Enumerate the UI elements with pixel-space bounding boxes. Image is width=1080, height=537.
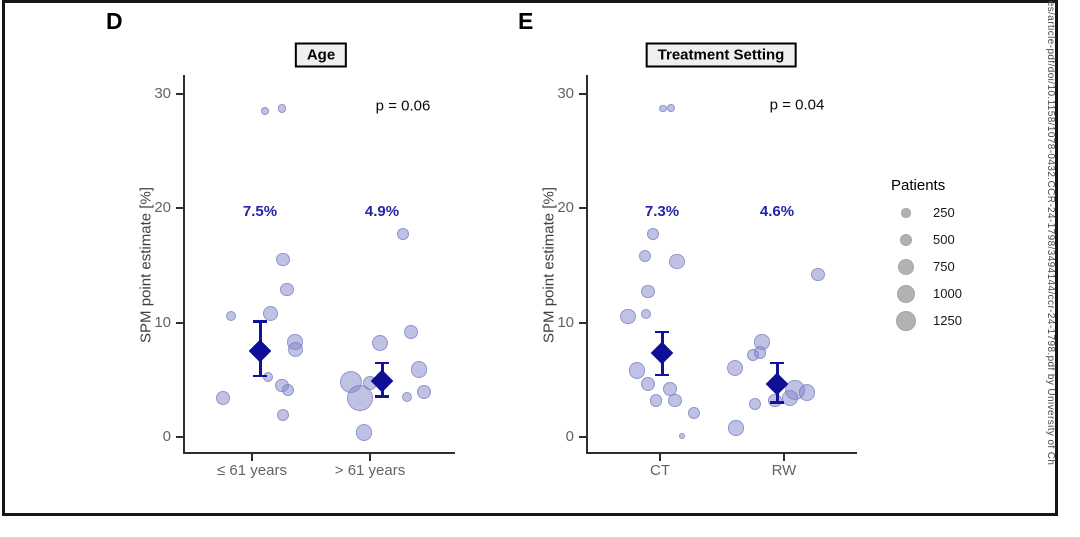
data-point: [396, 228, 409, 241]
data-point: [667, 104, 675, 113]
data-point: [280, 282, 294, 297]
y-tick-label: 0: [565, 428, 574, 445]
data-point: [649, 394, 663, 407]
data-point: [417, 385, 431, 400]
data-point: [640, 309, 651, 320]
data-point: [347, 385, 373, 412]
error-bar-cap-top: [375, 361, 389, 365]
data-point: [668, 393, 682, 408]
data-point: [646, 228, 659, 241]
data-point: [628, 362, 646, 380]
y-tick-mark: [579, 207, 586, 209]
x-tick-mark: [369, 454, 371, 461]
x-category-label: > 61 years: [334, 462, 406, 479]
y-tick-mark: [579, 436, 586, 438]
y-tick-label: 0: [162, 428, 171, 445]
legend-size-label: 1250: [933, 313, 962, 328]
p-value-age: p = 0.06: [375, 97, 431, 115]
x-tick-mark: [659, 454, 661, 461]
legend-size-circle: [901, 208, 911, 218]
data-point: [746, 348, 759, 361]
legend-title: Patients: [891, 177, 946, 194]
y-tick-label: 10: [557, 313, 574, 331]
data-point: [281, 383, 295, 397]
data-point: [372, 335, 388, 352]
error-bar-cap-top: [253, 320, 267, 323]
group-mean-label: 7.3%: [644, 203, 680, 220]
legend-size-circle: [899, 233, 913, 247]
y-tick-mark: [176, 207, 183, 209]
data-point: [276, 409, 289, 422]
error-bar-cap-bottom: [770, 401, 784, 404]
data-point: [687, 406, 701, 420]
data-point: [355, 423, 373, 441]
data-point: [659, 104, 667, 113]
y-tick-mark: [579, 92, 586, 95]
data-point: [620, 309, 636, 325]
x-category-label: RW: [771, 462, 797, 479]
y-tick-mark: [579, 321, 586, 324]
error-bar-cap-bottom: [655, 373, 669, 377]
data-point: [641, 284, 655, 299]
y-tick-label: 30: [557, 84, 574, 102]
data-point: [262, 372, 273, 383]
data-point: [798, 383, 816, 401]
data-point: [263, 305, 279, 321]
x-axis-line: [183, 452, 455, 454]
x-category-label: CT: [650, 462, 670, 479]
data-point: [401, 391, 412, 402]
data-point: [225, 310, 236, 321]
data-point: [727, 360, 743, 377]
data-point: [410, 360, 428, 378]
y-tick-mark: [176, 92, 183, 95]
x-category-label: ≤ 61 years: [217, 462, 287, 479]
error-bar-cap-top: [655, 330, 669, 334]
legend-size-label: 250: [933, 205, 955, 220]
error-bar-cap-bottom: [253, 374, 267, 378]
y-axis-line: [586, 75, 588, 454]
legend-size-label: 1000: [933, 286, 962, 301]
pdf-watermark-text: res/article-pdf/doi/10.1158/1078-0432.CC…: [1045, 0, 1056, 466]
data-point: [641, 377, 655, 392]
error-bar-cap-top: [770, 361, 784, 365]
group-mean-label: 4.6%: [759, 203, 795, 220]
panel-letter-d: D: [106, 8, 123, 34]
data-point: [288, 342, 304, 358]
y-tick-label: 20: [557, 199, 574, 216]
data-point: [782, 390, 798, 407]
data-point: [678, 432, 686, 439]
legend-size-circle: [898, 259, 914, 275]
data-point: [638, 249, 652, 263]
data-point: [404, 324, 418, 339]
data-point: [216, 391, 230, 406]
panel-letter-e: E: [518, 8, 534, 34]
group-mean-label: 7.5%: [242, 203, 278, 220]
legend-size-circle: [895, 310, 917, 332]
x-axis-line: [586, 452, 857, 454]
panel-title-treatment-setting: Treatment Setting: [645, 42, 797, 68]
data-point: [811, 267, 825, 282]
data-point: [748, 397, 761, 410]
data-point: [277, 103, 287, 113]
data-point: [276, 252, 290, 267]
p-value-treatment-setting: p = 0.04: [769, 96, 825, 114]
y-axis-line: [183, 75, 185, 454]
y-tick-label: 10: [154, 313, 171, 331]
panel-title-age: Age: [294, 42, 348, 68]
y-tick-mark: [176, 436, 183, 438]
data-point: [669, 254, 685, 270]
legend-size-label: 500: [933, 232, 955, 247]
y-tick-mark: [176, 321, 183, 324]
x-tick-mark: [251, 454, 253, 461]
y-tick-label: 30: [154, 84, 171, 102]
figure-border: [2, 0, 1058, 516]
legend-size-circle: [896, 284, 916, 304]
x-tick-mark: [783, 454, 785, 461]
data-point: [261, 106, 269, 115]
y-tick-label: 20: [154, 199, 171, 216]
legend-size-label: 750: [933, 259, 955, 274]
data-point: [728, 420, 744, 436]
error-bar-cap-bottom: [375, 395, 389, 398]
group-mean-label: 4.9%: [364, 203, 400, 220]
